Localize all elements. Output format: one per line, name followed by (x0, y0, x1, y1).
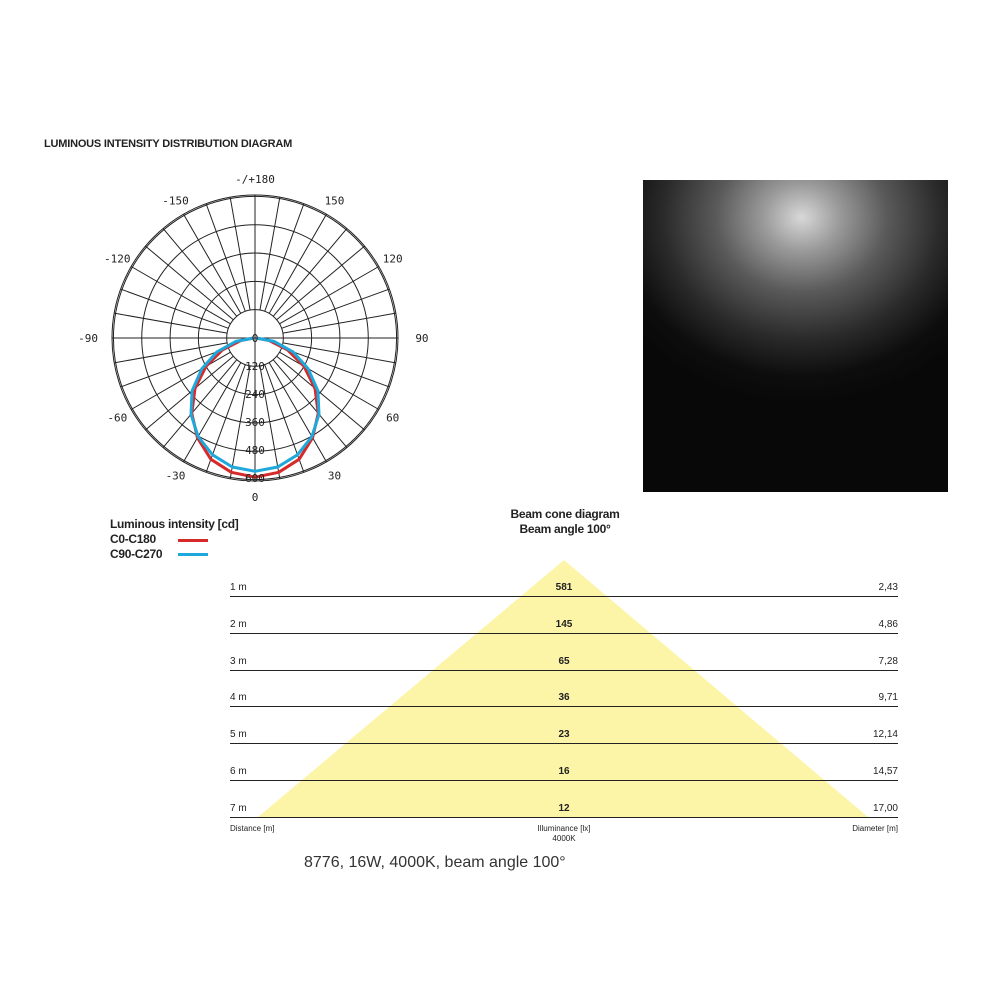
legend-title: Luminous intensity [cd] (110, 517, 239, 531)
angle-label: 150 (325, 194, 345, 207)
row-divider (230, 596, 898, 597)
row-illuminance: 145 (555, 618, 573, 630)
row-diameter: 14,57 (872, 766, 898, 777)
row-diameter: 4,86 (878, 618, 898, 630)
grid-spoke (281, 347, 390, 388)
angle-label: -90 (78, 332, 98, 345)
grid-spoke (229, 197, 251, 311)
grid-spoke (229, 365, 251, 479)
product-caption: 8776, 16W, 4000K, beam angle 100° (304, 854, 566, 871)
grid-spoke (205, 203, 246, 312)
angle-label: 60 (386, 412, 399, 425)
row-divider (230, 632, 898, 634)
grid-spoke (272, 228, 348, 317)
row-distance: 4 m (230, 692, 247, 704)
grid-spoke (259, 365, 281, 479)
grid-spoke (276, 355, 365, 431)
angle-label: 90 (415, 332, 428, 345)
grid-spoke (130, 266, 231, 325)
illuminance-axis-label: Illuminance [lx] (537, 824, 591, 833)
radial-tick-label: 120 (245, 360, 265, 373)
row-divider (230, 669, 898, 671)
legend-swatch-c90 (178, 553, 208, 556)
angle-label: 0 (252, 491, 259, 504)
angle-label: 120 (383, 253, 403, 266)
row-illuminance: 65 (558, 655, 570, 667)
grid-spoke (281, 288, 390, 329)
diameter-axis-label: Diameter [m] (852, 824, 898, 833)
grid-spoke (264, 203, 305, 312)
distance-axis-label: Distance [m] (230, 824, 275, 833)
grid-spoke (276, 245, 365, 321)
row-distance: 5 m (230, 729, 247, 741)
grid-spoke (162, 359, 238, 448)
angle-label: 30 (328, 470, 341, 483)
row-divider (230, 780, 898, 781)
beam-cone-triangle (258, 560, 868, 817)
grid-spoke (120, 288, 229, 329)
angle-label: -120 (104, 253, 131, 266)
legend-swatch-c0 (178, 539, 208, 542)
diagram-title: LUMINOUS INTENSITY DISTRIBUTION DIAGRAM (44, 138, 293, 150)
row-illuminance: 23 (558, 729, 570, 741)
grid-spoke (282, 342, 396, 364)
radial-tick-label: 0 (252, 332, 259, 345)
legend-label-c0: C0-C180 (110, 532, 156, 546)
row-distance: 3 m (230, 655, 247, 667)
row-illuminance: 36 (558, 692, 570, 704)
light-beam-photo (643, 180, 948, 492)
angle-label: -150 (162, 194, 189, 207)
grid-spoke (120, 347, 229, 388)
row-illuminance: 12 (558, 802, 570, 814)
row-divider (230, 743, 898, 745)
grid-spoke (282, 312, 396, 334)
row-divider (230, 816, 898, 818)
row-diameter: 12,14 (872, 729, 898, 741)
grid-spoke (145, 355, 234, 431)
grid-spoke (183, 213, 242, 314)
angle-label: -60 (107, 412, 127, 425)
intensity-curve-c90-c270 (189, 336, 321, 473)
grid-spoke (130, 351, 231, 410)
row-illuminance: 16 (558, 766, 570, 777)
row-distance: 2 m (230, 618, 247, 630)
cone-subtitle: Beam angle 100° (519, 522, 611, 536)
grid-spoke (268, 362, 327, 463)
radial-tick-label: 600 (245, 472, 265, 485)
row-diameter: 7,28 (878, 655, 898, 667)
row-divider (230, 706, 898, 708)
row-distance: 1 m (230, 582, 247, 593)
row-diameter: 2,43 (878, 582, 898, 593)
legend-label-c90: C90-C270 (110, 547, 163, 561)
grid-spoke (162, 228, 238, 317)
row-distance: 6 m (230, 766, 247, 777)
grid-spoke (114, 312, 228, 334)
grid-spoke (259, 197, 281, 311)
grid-spoke (145, 245, 234, 321)
polar-intensity-chart: -/+180 -150 150 -120 120 -90 90 -60 60 -30 30 0 0 120… (78, 173, 428, 504)
grid-spoke (114, 342, 228, 364)
grid-spoke (279, 351, 380, 410)
row-illuminance: 581 (555, 582, 573, 593)
grid-spoke (268, 213, 327, 314)
row-diameter: 9,71 (878, 692, 898, 704)
angle-label: -30 (166, 470, 186, 483)
cone-title: Beam cone diagram (510, 507, 620, 521)
row-distance: 7 m (230, 802, 247, 814)
grid-spoke (279, 266, 380, 325)
radial-tick-label: 360 (245, 416, 265, 429)
row-diameter: 17,00 (872, 802, 898, 814)
angle-label: -/+180 (235, 173, 275, 186)
radial-tick-label: 240 (245, 388, 265, 401)
cct-label: 4000K (552, 834, 576, 843)
grid-spoke (272, 359, 348, 448)
grid-spoke (183, 362, 242, 463)
radial-tick-label: 480 (245, 444, 265, 457)
